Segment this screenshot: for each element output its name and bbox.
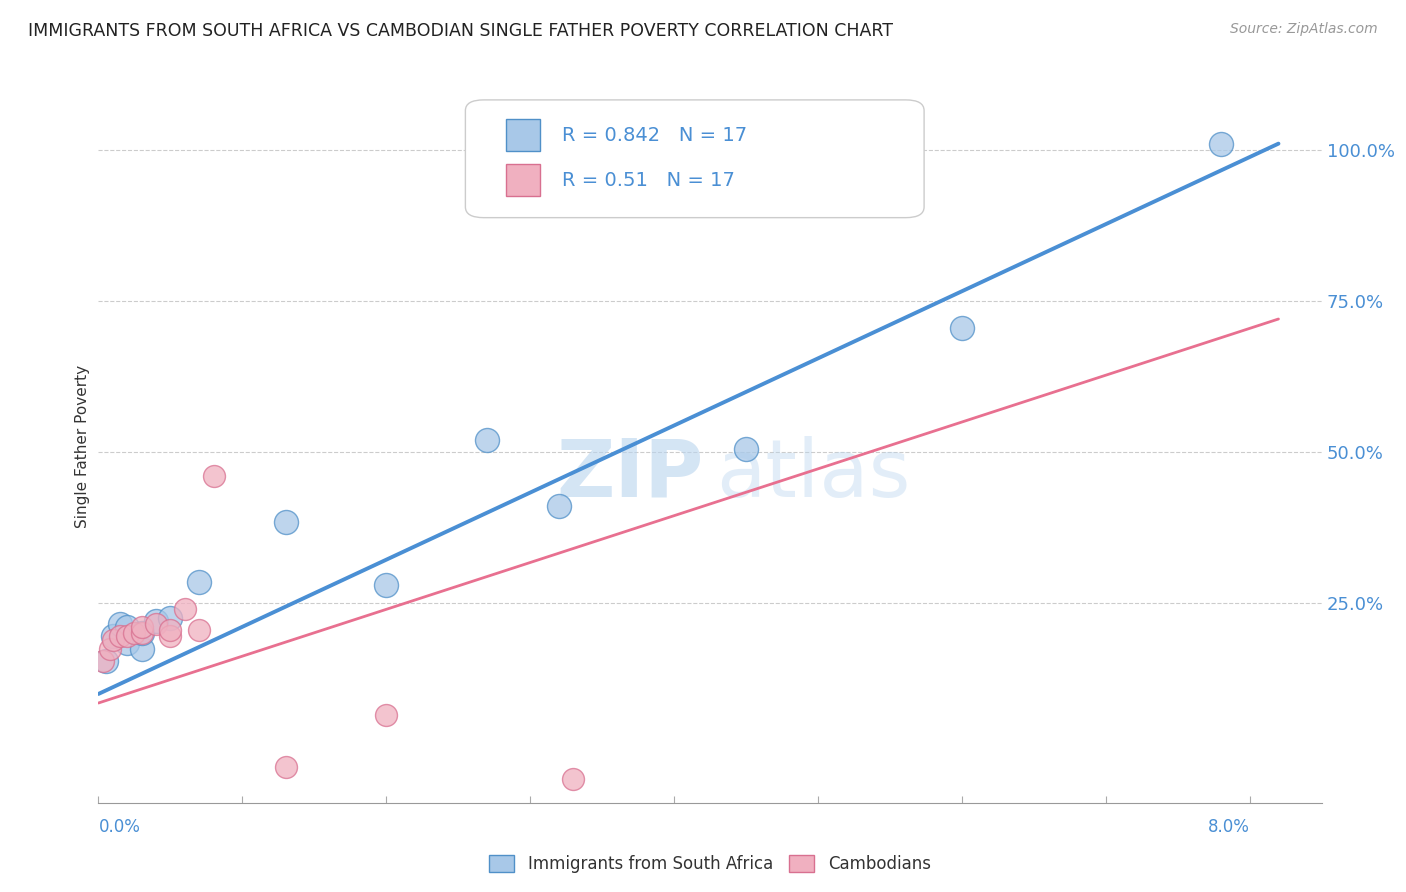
Point xyxy=(115,630,138,644)
Point xyxy=(274,759,297,773)
Point xyxy=(94,654,117,668)
Point xyxy=(131,620,153,634)
Point xyxy=(131,626,153,640)
Point xyxy=(735,442,758,456)
Point xyxy=(91,654,114,668)
Point xyxy=(159,611,181,625)
Point xyxy=(108,617,131,632)
Text: R = 0.51   N = 17: R = 0.51 N = 17 xyxy=(562,170,735,190)
Point xyxy=(131,641,153,656)
Point xyxy=(274,515,297,529)
Text: Source: ZipAtlas.com: Source: ZipAtlas.com xyxy=(1230,22,1378,37)
Point xyxy=(115,635,138,649)
Point xyxy=(188,575,211,590)
Legend: Immigrants from South Africa, Cambodians: Immigrants from South Africa, Cambodians xyxy=(482,848,938,880)
Point xyxy=(173,602,195,616)
Point xyxy=(108,630,131,644)
FancyBboxPatch shape xyxy=(465,100,924,218)
Text: 0.0%: 0.0% xyxy=(98,818,141,836)
Text: R = 0.842   N = 17: R = 0.842 N = 17 xyxy=(562,126,747,145)
Point xyxy=(548,500,571,514)
Text: IMMIGRANTS FROM SOUTH AFRICA VS CAMBODIAN SINGLE FATHER POVERTY CORRELATION CHAR: IMMIGRANTS FROM SOUTH AFRICA VS CAMBODIA… xyxy=(28,22,893,40)
Point xyxy=(115,620,138,634)
Point xyxy=(124,626,146,640)
Point xyxy=(562,772,585,786)
Point xyxy=(101,630,124,644)
Text: ZIP: ZIP xyxy=(557,435,704,514)
Point xyxy=(1209,136,1232,151)
Point xyxy=(131,626,153,640)
Y-axis label: Single Father Poverty: Single Father Poverty xyxy=(75,365,90,527)
Text: atlas: atlas xyxy=(716,435,911,514)
Point xyxy=(98,641,121,656)
Point xyxy=(188,624,211,638)
Point xyxy=(375,708,398,723)
Point xyxy=(145,617,167,632)
FancyBboxPatch shape xyxy=(506,120,540,152)
Point xyxy=(159,630,181,644)
Point xyxy=(202,469,225,483)
Point xyxy=(375,578,398,592)
Text: 8.0%: 8.0% xyxy=(1208,818,1250,836)
Point xyxy=(159,624,181,638)
Point xyxy=(101,632,124,647)
Point xyxy=(145,615,167,629)
FancyBboxPatch shape xyxy=(506,164,540,196)
Point xyxy=(950,321,973,335)
Point xyxy=(475,433,498,447)
